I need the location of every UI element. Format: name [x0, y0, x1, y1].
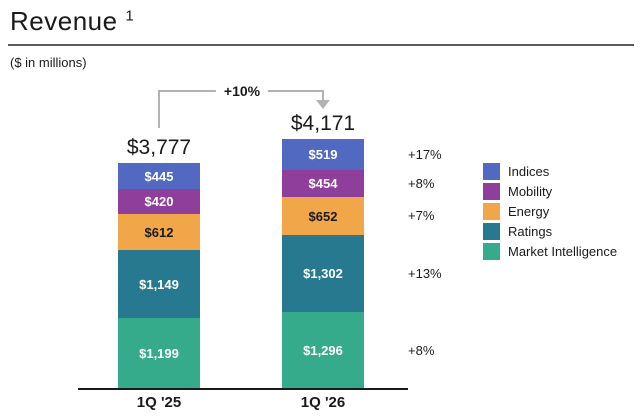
change-label-indices: +17% [408, 146, 442, 162]
legend-item-market-intelligence: Market Intelligence [483, 243, 617, 260]
legend-label: Energy [508, 204, 550, 219]
legend-item-ratings: Ratings [483, 223, 617, 240]
segment-indices: $519 [282, 139, 364, 171]
segment-mobility: $420 [118, 189, 200, 215]
segment-energy: $652 [282, 196, 364, 236]
segment-market-intelligence: $1,296 [282, 312, 364, 389]
legend-swatch-icon [483, 223, 500, 240]
change-label-mobility: +8% [408, 175, 435, 191]
legend-item-mobility: Mobility [483, 183, 617, 200]
x-axis-line [78, 388, 408, 390]
page-title: Revenue 1 [10, 6, 134, 37]
segment-indices: $445 [118, 162, 200, 190]
legend-label: Ratings [508, 224, 553, 239]
title-divider [8, 44, 634, 46]
change-label-ratings: +13% [408, 265, 442, 281]
legend-label: Indices [508, 164, 550, 179]
growth-arrow-left-line [158, 90, 160, 128]
x-axis-label: 1Q '26 [300, 394, 346, 411]
segment-energy: $612 [118, 214, 200, 251]
segment-ratings: $1,149 [118, 250, 200, 319]
change-label-market-intelligence: +8% [408, 342, 435, 358]
growth-arrow-right-line [322, 90, 324, 101]
growth-arrow-head-icon [316, 100, 330, 109]
page-title-text: Revenue [10, 6, 118, 36]
units-subtitle: ($ in millions) [10, 55, 87, 70]
legend-label: Mobility [508, 184, 553, 199]
total-label: $4,171 [290, 112, 356, 136]
legend-item-indices: Indices [483, 163, 617, 180]
change-label-energy: +7% [408, 208, 435, 224]
total-growth-label: +10% [215, 83, 269, 99]
stacked-bar-prior: $445 $420 $612 $1,149 $1,199 [118, 162, 200, 389]
x-axis-label: 1Q '25 [136, 394, 182, 411]
legend: Indices Mobility Energy Ratings Market Intel… [483, 163, 617, 260]
legend-swatch-icon [483, 183, 500, 200]
segment-ratings: $1,302 [282, 235, 364, 313]
total-label: $3,777 [126, 135, 192, 159]
legend-item-energy: Energy [483, 203, 617, 220]
footnote-marker: 1 [125, 7, 135, 25]
legend-swatch-icon [483, 243, 500, 260]
legend-label: Market Intelligence [508, 244, 618, 259]
segment-mobility: $454 [282, 170, 364, 197]
legend-swatch-icon [483, 163, 500, 180]
stacked-bar-current: $519 $454 $652 $1,302 $1,296 [282, 139, 364, 389]
segment-market-intelligence: $1,199 [118, 318, 200, 389]
legend-swatch-icon [483, 203, 500, 220]
